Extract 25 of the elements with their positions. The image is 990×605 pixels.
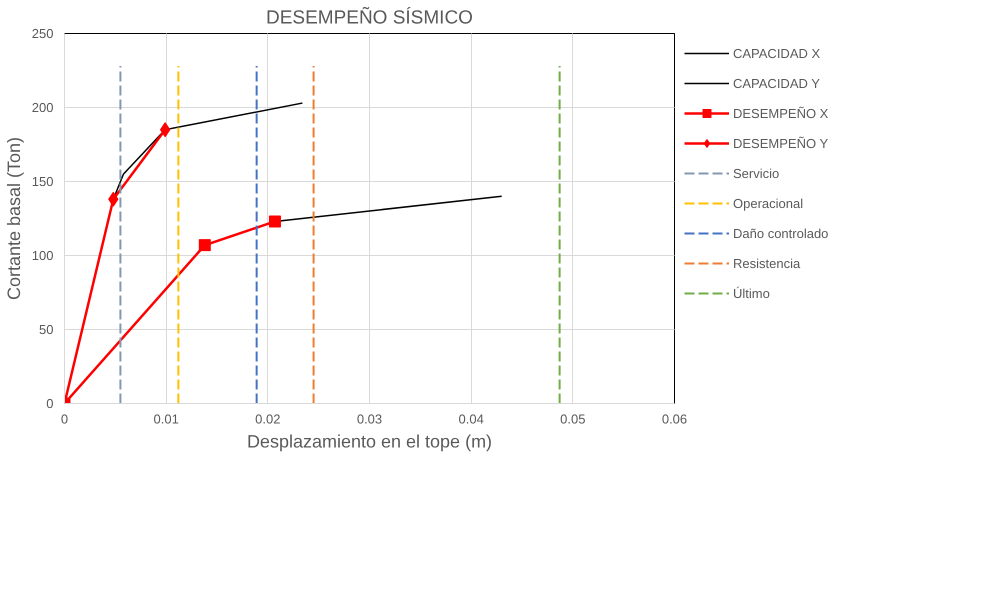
legend-label: DESEMPEÑO Y [733,136,828,150]
legend-label: Último [733,286,770,300]
x-axis-title: Desplazamiento en el tope (m) [246,432,492,452]
legend-label: Servicio [733,166,780,180]
y-tick-label: 100 [32,248,54,263]
x-tick-label: 0.05 [560,412,586,426]
y-tick-label: 150 [32,174,54,189]
legend-label: Daño controlado [733,226,828,240]
legend-label: CAPACIDAD Y [733,76,820,90]
y-tick-label: 50 [39,322,54,337]
x-tick-label: 0.01 [154,412,179,426]
x-tick-label: 0.06 [662,412,688,426]
legend-label: Resistencia [733,256,800,270]
y-tick-label: 0 [46,396,54,411]
legend-label: DESEMPEÑO X [733,106,828,120]
legend-label: CAPACIDAD X [733,46,820,60]
legend-label: Operacional [733,196,804,210]
x-tick-label: 0.02 [255,412,280,426]
chart-title: DESEMPEÑO SÍSMICO [266,6,473,28]
x-tick-label: 0 [60,412,68,426]
x-tick-label: 0.03 [356,412,382,426]
y-tick-label: 200 [32,100,54,115]
x-tick-label: 0.04 [458,412,484,426]
y-axis-title: Cortante basal (Ton) [4,136,24,300]
y-tick-label: 250 [32,26,54,41]
